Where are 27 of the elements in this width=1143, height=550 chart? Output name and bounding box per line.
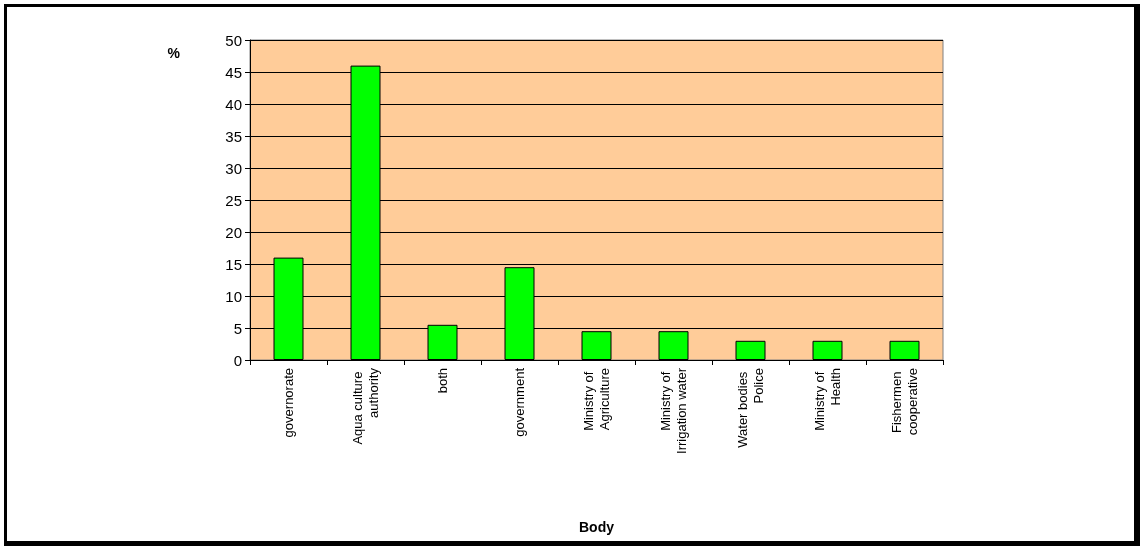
x-tick-label: governorate [281, 368, 296, 438]
y-tick-label: 50 [225, 31, 242, 49]
y-tick-label: 20 [225, 223, 242, 241]
x-tick-label: Water bodies Police [735, 368, 766, 448]
bar [889, 340, 920, 360]
y-tick-label: 25 [225, 191, 242, 209]
x-tick-label: both [435, 368, 450, 394]
y-axis-title: % [167, 45, 181, 61]
y-tick-label: 45 [225, 63, 242, 81]
y-tick-label: 5 [233, 319, 242, 337]
y-tick-label: 35 [225, 127, 242, 145]
x-tick-label: Ministry of Irrigation water [658, 367, 689, 454]
y-tick-label: 30 [225, 159, 242, 177]
bar [735, 340, 766, 360]
x-tick-label: Ministry of Health [812, 368, 843, 431]
x-tick-label: government [512, 367, 527, 437]
y-tick-label: 40 [225, 95, 242, 113]
x-tick-label: Aqua culture authority [350, 367, 381, 445]
y-tick-label: 10 [225, 287, 242, 305]
bar [812, 340, 843, 360]
x-axis-title: Body [579, 519, 615, 535]
y-tick-label: 0 [233, 351, 242, 369]
bar [581, 331, 612, 360]
x-tick-label: Fishermen cooperative [889, 368, 920, 436]
y-tick-label: 15 [225, 255, 242, 273]
bar [658, 331, 689, 360]
x-tick-label: Ministry of Agriculture [581, 368, 612, 431]
